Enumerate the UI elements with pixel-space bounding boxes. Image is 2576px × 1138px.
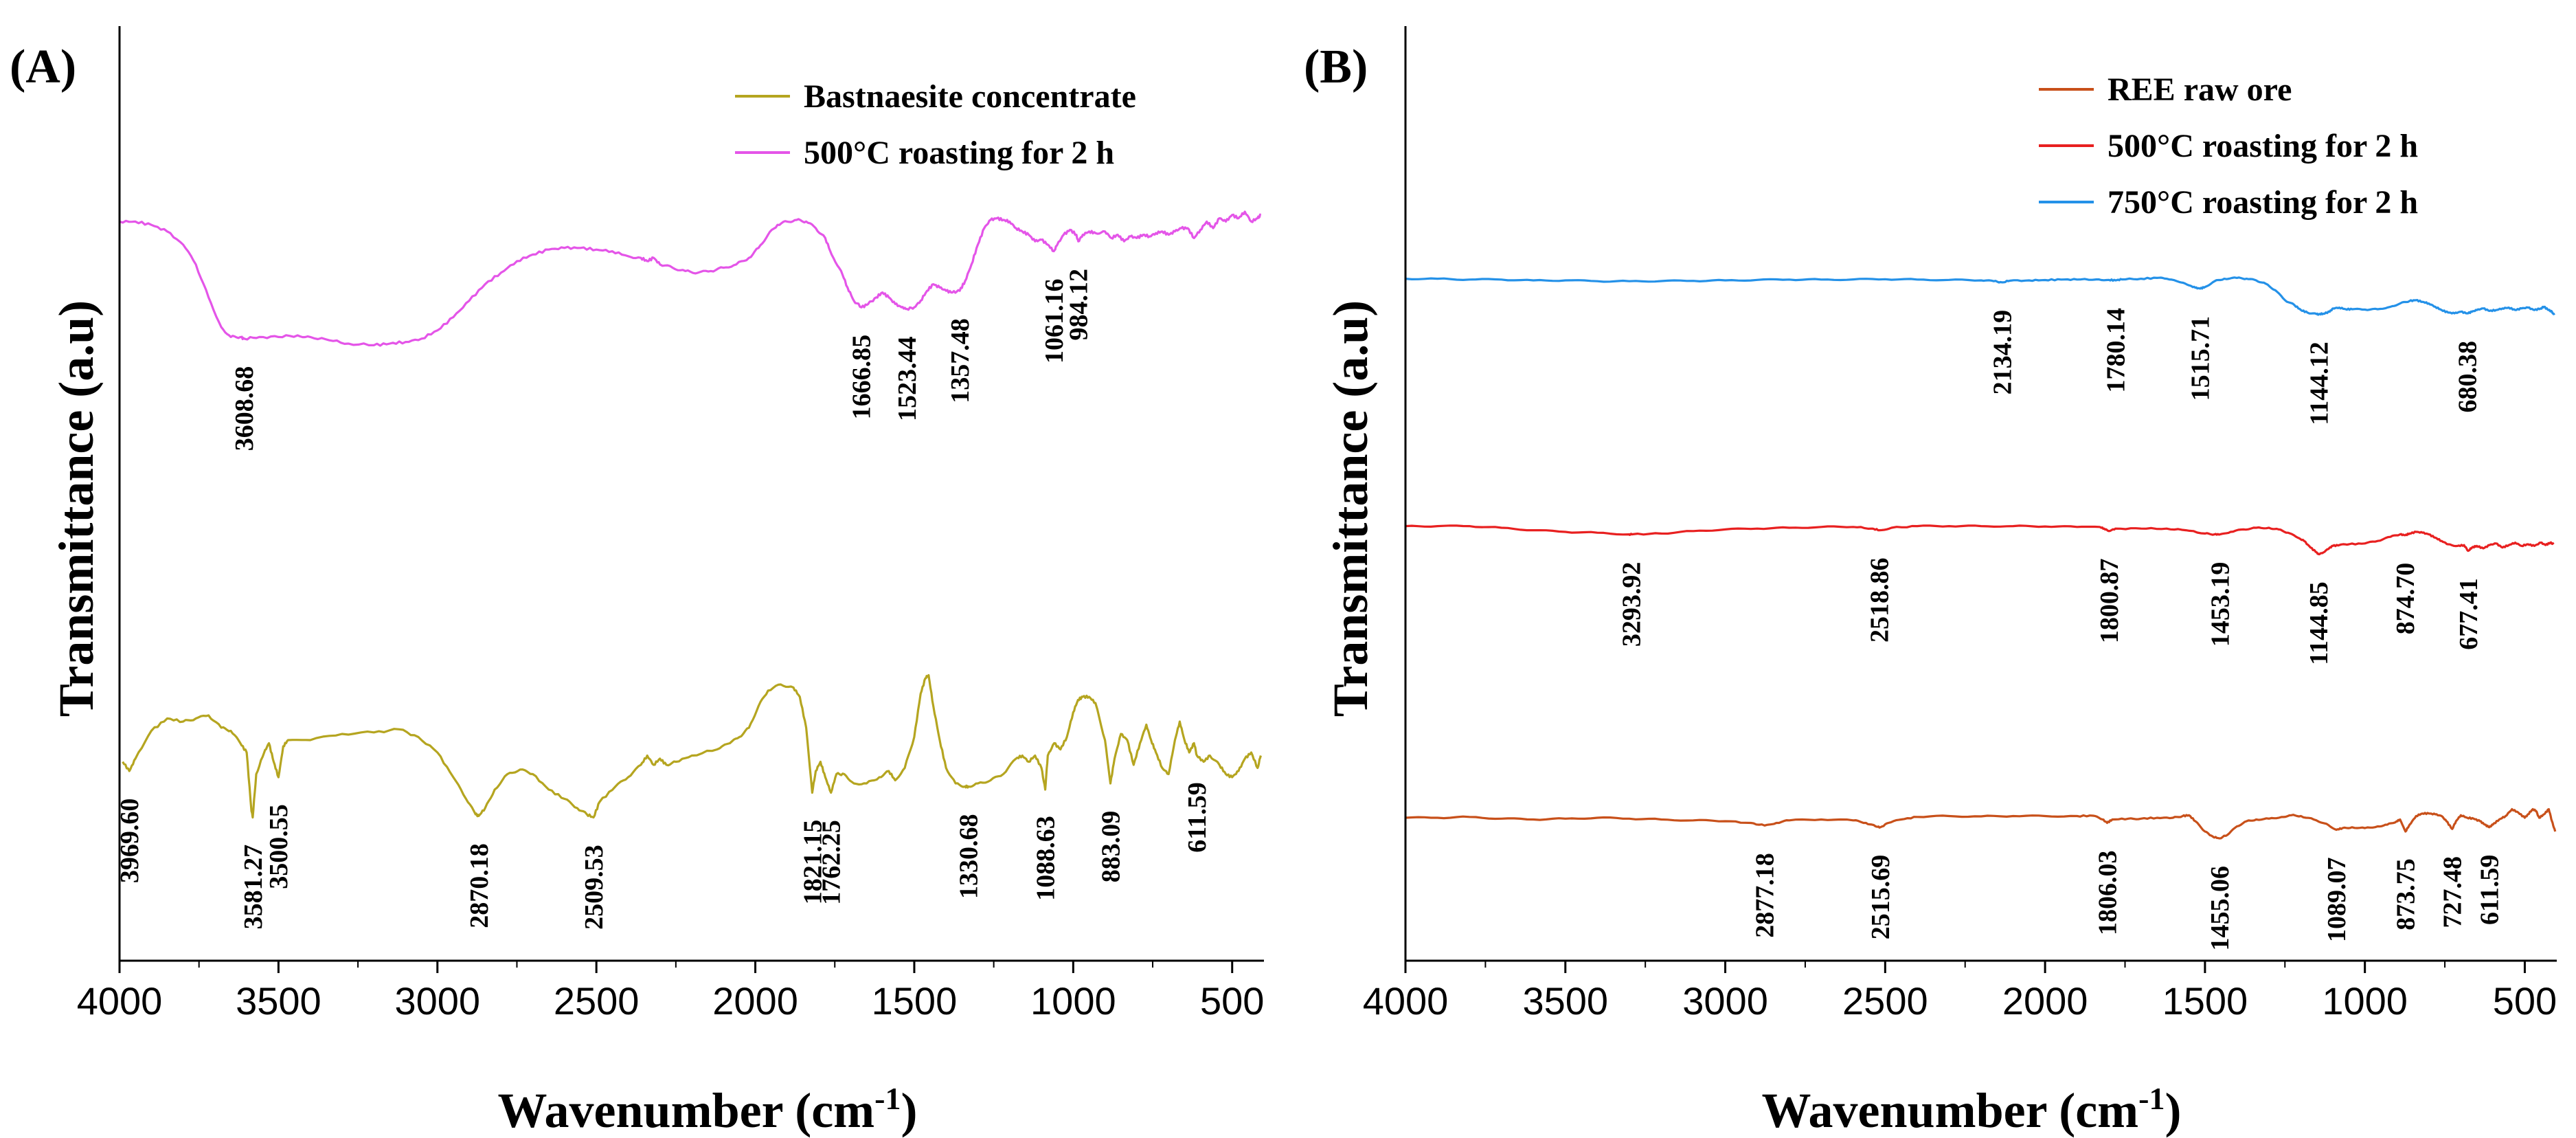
peak-label: 3293.92 (1618, 562, 1647, 647)
x-axis-title-b-unit: (cm (2059, 1083, 2138, 1138)
peak-label: 873.75 (2391, 858, 2420, 930)
axes-frame-a (118, 26, 1264, 962)
x-tick-label: 2000 (712, 979, 798, 1023)
x-axis-title-a-word: Wavenumber (498, 1083, 783, 1138)
x-tick-label: 3000 (394, 979, 480, 1023)
x-ticks-a: 4000 3500 3000 2500 2000 1500 1000 500 (77, 961, 1264, 1023)
legend-label-b-2: 750°C roasting for 2 h (2108, 184, 2418, 221)
x-tick-label: 3000 (1682, 979, 1768, 1023)
peak-label: 1762.25 (817, 820, 846, 905)
x-tick-label: 2500 (554, 979, 640, 1023)
x-tick-label: 4000 (1363, 979, 1449, 1023)
peak-label: 1515.71 (2187, 316, 2215, 401)
x-axis-title-b-close: ) (2165, 1083, 2181, 1138)
y-axis-title-b: Transmittance (a.u) (1323, 300, 1378, 717)
series-line (1405, 524, 2555, 556)
x-tick-label: 2000 (2002, 979, 2088, 1023)
panel-label-b: (B) (1304, 41, 1368, 93)
peak-label: 611.59 (1183, 782, 1212, 852)
x-tick-label: 500 (1200, 979, 1264, 1023)
legend-label-a-1: 500°C roasting for 2 h (804, 135, 1114, 171)
peak-label: 1330.68 (954, 814, 983, 900)
peak-label: 883.09 (1096, 811, 1125, 883)
peak-labels-b: 2134.19 1780.14 1515.71 1144.12 680.38 3… (1618, 308, 2505, 951)
series-group-a (119, 210, 1262, 819)
peak-label: 2518.86 (1866, 558, 1895, 643)
peak-label: 3608.68 (230, 366, 259, 451)
legend-label-b-1: 500°C roasting for 2 h (2108, 128, 2418, 164)
x-tick-label: 1000 (2322, 979, 2408, 1023)
peak-label: 1523.44 (893, 337, 922, 422)
x-tick-label: 2500 (1842, 979, 1928, 1023)
series-line (1405, 276, 2555, 316)
panel-label-a: (A) (10, 41, 76, 93)
y-axis-title-a: Transmittance (a.u) (49, 300, 104, 717)
series-line (119, 210, 1262, 347)
axes-frame-b (1404, 26, 2557, 962)
peak-label: 727.48 (2439, 856, 2467, 928)
peak-label: 1821.15 (798, 820, 827, 905)
series-group-b (1405, 276, 2557, 840)
peak-label: 1089.07 (2323, 858, 2351, 943)
peak-label: 1666.85 (848, 335, 877, 420)
peak-label: 1453.19 (2206, 562, 2235, 647)
peak-label: 3500.55 (264, 804, 293, 889)
panel-b: (B) Transmittance (a.u) Wavenumber (cm-1… (1304, 26, 2557, 1138)
x-axis-title-b: Wavenumber (cm-1) (1762, 1081, 2182, 1138)
peak-label: 2870.18 (465, 843, 494, 928)
x-axis-title-a-close: ) (901, 1083, 917, 1138)
x-ticks-b: 4000 3500 3000 2500 2000 1500 1000 500 (1363, 961, 2557, 1023)
peak-label: 984.12 (1065, 269, 1094, 341)
peak-labels-a: 3969.60 3581.27 3500.55 2870.18 2509.53 … (115, 269, 1212, 930)
legend-label-b-0: REE raw ore (2108, 71, 2292, 108)
peak-label: 1144.85 (2305, 581, 2334, 665)
peak-label: 1455.06 (2206, 866, 2235, 951)
peak-label: 2509.53 (580, 845, 609, 930)
peak-label: 1806.03 (2093, 851, 2122, 936)
peak-label: 1144.12 (2305, 342, 2334, 425)
peak-label: 677.41 (2454, 578, 2483, 650)
peak-label: 3581.27 (239, 845, 268, 930)
x-axis-title-a-unit: (cm (795, 1083, 874, 1138)
x-axis-title-b-sup: -1 (2138, 1081, 2165, 1116)
x-tick-label: 1000 (1030, 979, 1116, 1023)
x-tick-label: 3500 (236, 979, 321, 1023)
panel-a: (A) Transmittance (a.u) Wavenumber (cm-1… (10, 26, 1264, 1138)
x-axis-title-a: Wavenumber (cm-1) (498, 1081, 918, 1138)
peak-label: 2877.18 (1751, 853, 1780, 938)
x-tick-label: 4000 (77, 979, 163, 1023)
x-axis-title-b-word: Wavenumber (1762, 1083, 2047, 1138)
series-line (122, 673, 1262, 819)
peak-label: 1061.16 (1040, 279, 1069, 364)
peak-label: 1088.63 (1031, 816, 1060, 901)
peak-label: 1780.14 (2102, 308, 2131, 393)
legend-b: REE raw ore 500°C roasting for 2 h 750°C… (2039, 71, 2418, 221)
peak-label: 1357.48 (946, 318, 975, 403)
legend-a: Bastnaesite concentrate 500°C roasting f… (735, 78, 1136, 171)
x-tick-label: 500 (2493, 979, 2557, 1023)
x-tick-label: 1500 (2162, 979, 2248, 1023)
peak-label: 2134.19 (1989, 310, 2018, 395)
peak-label: 874.70 (2391, 563, 2420, 635)
peak-label: 680.38 (2454, 341, 2483, 413)
legend-label-a-0: Bastnaesite concentrate (804, 78, 1136, 115)
peak-label: 611.59 (2476, 855, 2505, 925)
x-tick-label: 3500 (1522, 979, 1608, 1023)
peak-label: 2515.69 (1866, 855, 1895, 940)
x-tick-label: 1500 (872, 979, 958, 1023)
series-line (1405, 807, 2557, 840)
x-axis-title-a-sup: -1 (874, 1081, 901, 1116)
peak-label: 1800.87 (2095, 559, 2124, 644)
